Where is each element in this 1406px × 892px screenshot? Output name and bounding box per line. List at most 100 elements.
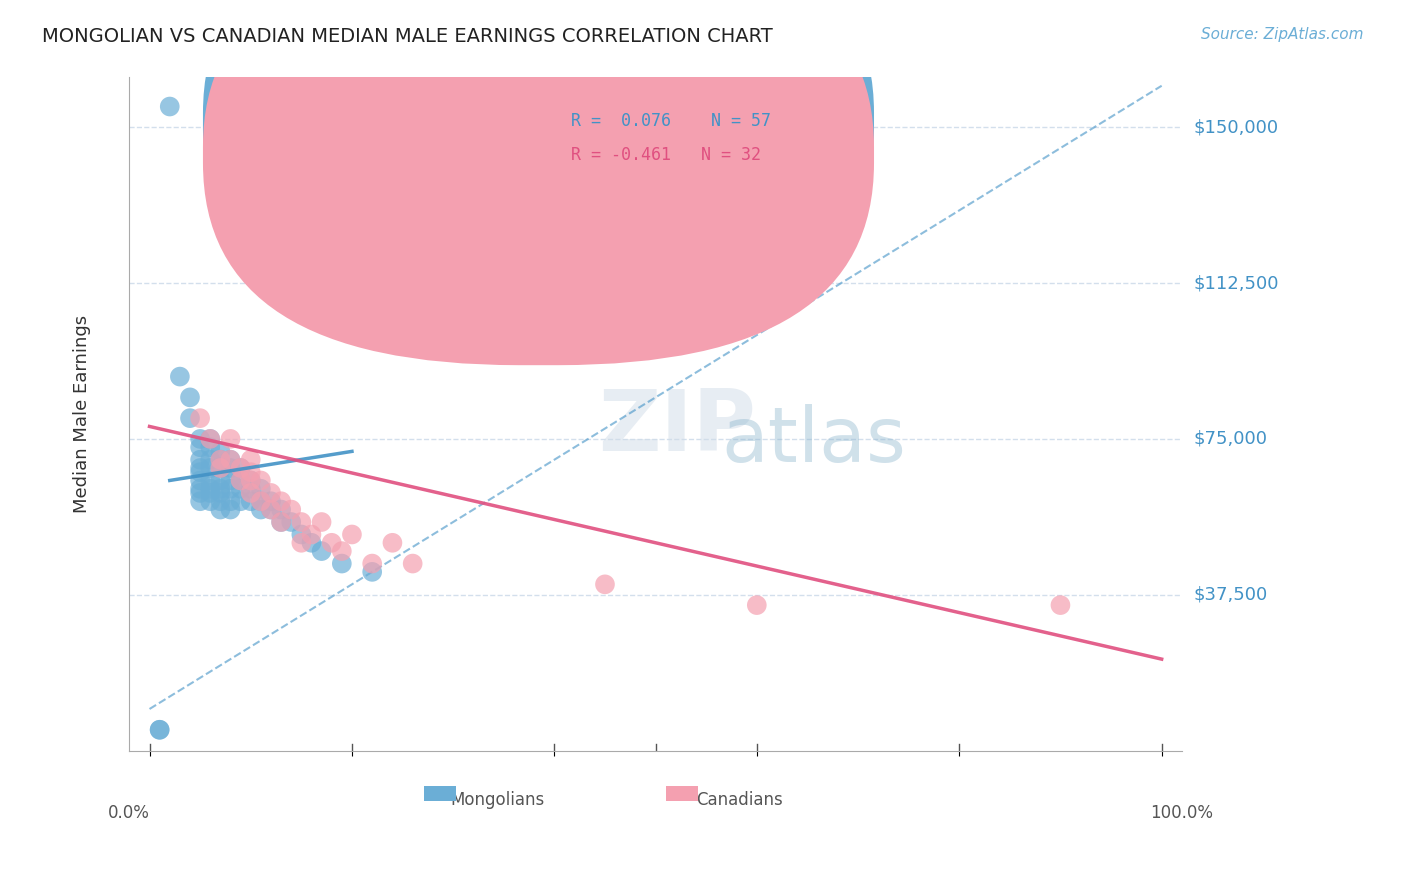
Point (250, 502, 273, 516)
Bar (666, 786, 697, 801)
Point (188, 486, 211, 500)
Text: R = -0.461   N = 32: R = -0.461 N = 32 (571, 146, 762, 164)
Point (219, 452, 242, 467)
Point (290, 527, 312, 541)
Point (381, 536, 404, 550)
Point (745, 598, 768, 612)
Point (250, 494, 273, 508)
Point (361, 557, 384, 571)
Text: Mongolians: Mongolians (450, 791, 544, 809)
Point (229, 461, 252, 475)
Point (229, 474, 252, 488)
Point (311, 544, 333, 558)
Point (219, 461, 242, 475)
Point (229, 494, 252, 508)
Point (188, 440, 211, 454)
Point (229, 461, 252, 475)
Point (260, 502, 283, 516)
Text: atlas: atlas (721, 404, 905, 478)
Point (209, 452, 232, 467)
Point (188, 461, 211, 475)
Text: Median Male Earnings: Median Male Earnings (73, 315, 91, 513)
Point (200, 452, 222, 467)
Point (239, 486, 262, 500)
Text: ZIP: ZIP (598, 386, 755, 469)
Text: $112,500: $112,500 (1194, 274, 1278, 292)
Bar (425, 786, 456, 801)
Point (301, 527, 323, 541)
Point (188, 494, 211, 508)
Text: 0.0%: 0.0% (108, 805, 150, 822)
Point (250, 482, 273, 496)
Point (209, 494, 232, 508)
Point (188, 474, 211, 488)
Point (200, 461, 222, 475)
Point (593, 577, 616, 591)
Point (239, 494, 262, 508)
Text: R =  0.076    N = 57: R = 0.076 N = 57 (571, 112, 772, 130)
Point (149, 723, 172, 737)
Point (361, 565, 384, 579)
Point (179, 390, 201, 404)
Text: Source: ZipAtlas.com: Source: ZipAtlas.com (1201, 27, 1364, 42)
Point (260, 502, 283, 516)
Point (209, 444, 232, 458)
Text: $37,500: $37,500 (1194, 586, 1267, 604)
Point (209, 461, 232, 475)
Point (239, 474, 262, 488)
Text: $150,000: $150,000 (1194, 119, 1278, 136)
Point (1049, 598, 1071, 612)
Point (159, 99, 181, 113)
Point (340, 527, 363, 541)
Point (330, 557, 353, 571)
Point (250, 474, 273, 488)
Point (219, 452, 242, 467)
Point (311, 515, 333, 529)
Point (229, 474, 252, 488)
Point (270, 515, 292, 529)
Point (219, 482, 242, 496)
FancyBboxPatch shape (486, 97, 824, 192)
Point (270, 515, 292, 529)
Point (188, 411, 211, 425)
Point (229, 482, 252, 496)
Point (219, 494, 242, 508)
Text: Canadians: Canadians (696, 791, 783, 809)
Point (219, 502, 242, 516)
Point (200, 474, 222, 488)
Point (200, 432, 222, 446)
Point (209, 482, 232, 496)
Point (239, 465, 262, 479)
Point (280, 502, 302, 516)
Point (260, 494, 283, 508)
Point (209, 474, 232, 488)
Point (200, 494, 222, 508)
Point (149, 723, 172, 737)
Point (301, 536, 323, 550)
Point (260, 486, 283, 500)
Point (179, 411, 201, 425)
Text: MONGOLIAN VS CANADIAN MEDIAN MALE EARNINGS CORRELATION CHART: MONGOLIAN VS CANADIAN MEDIAN MALE EARNIN… (42, 27, 773, 45)
Point (239, 482, 262, 496)
Point (209, 461, 232, 475)
Point (188, 482, 211, 496)
Point (188, 465, 211, 479)
Point (330, 544, 353, 558)
Point (169, 369, 191, 384)
Text: 100.0%: 100.0% (1150, 805, 1213, 822)
Point (219, 432, 242, 446)
Point (270, 494, 292, 508)
Point (321, 536, 343, 550)
Point (209, 486, 232, 500)
Point (209, 452, 232, 467)
Point (290, 515, 312, 529)
Point (188, 432, 211, 446)
Point (200, 482, 222, 496)
FancyBboxPatch shape (202, 0, 875, 365)
Text: $75,000: $75,000 (1194, 430, 1267, 448)
Point (239, 474, 262, 488)
FancyBboxPatch shape (202, 0, 875, 332)
Point (239, 452, 262, 467)
Point (219, 474, 242, 488)
Point (188, 452, 211, 467)
